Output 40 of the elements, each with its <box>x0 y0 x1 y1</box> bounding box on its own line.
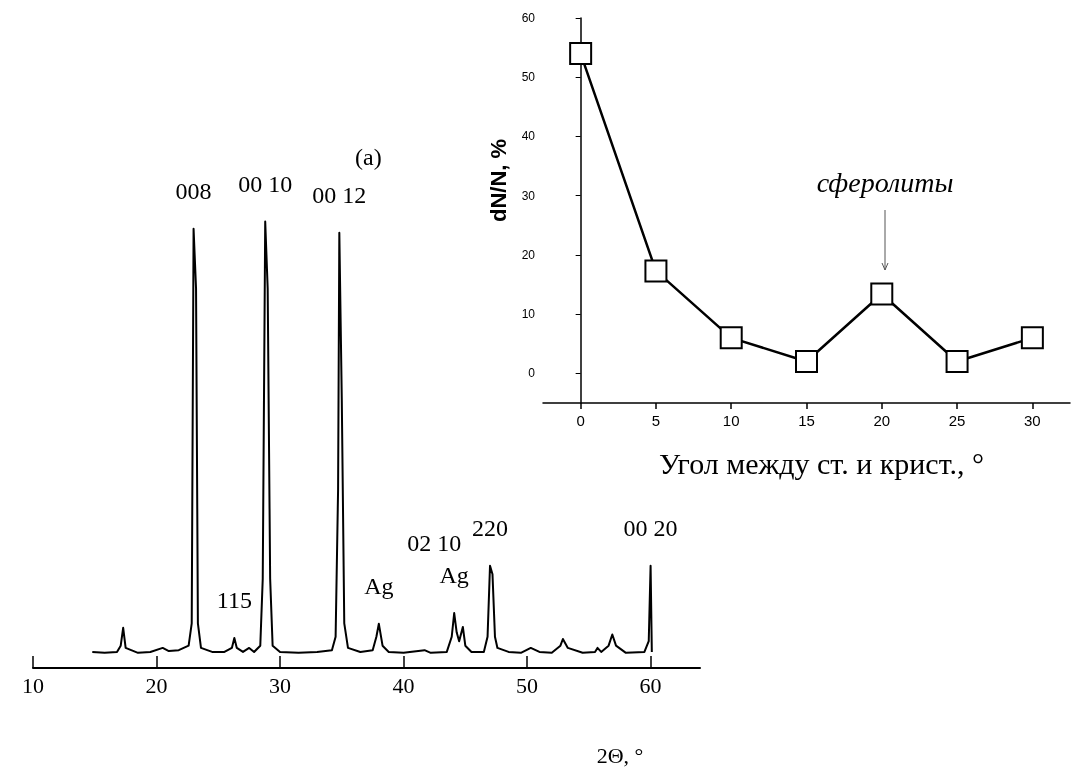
x-tick-label: 20 <box>145 672 168 698</box>
point <box>795 350 818 374</box>
x-tick-label: 30 <box>269 672 292 698</box>
point <box>945 350 969 374</box>
point <box>569 42 593 66</box>
annotation: 00 10 <box>238 170 293 197</box>
y-tick-label: 20 <box>521 247 536 262</box>
y-tick-label: 50 <box>521 70 536 85</box>
y-tick-label: 0 <box>528 366 536 381</box>
x-tick-label: 60 <box>639 672 662 698</box>
y-tick-label: 10 <box>521 307 536 322</box>
annotation: сферолиты <box>816 166 954 198</box>
x-tick-label: 5 <box>651 412 661 429</box>
annotation: Ag <box>439 562 469 589</box>
x-tick-label: 25 <box>948 412 966 429</box>
point <box>870 282 894 306</box>
y-tick-label: 60 <box>521 11 536 25</box>
y-tick-label: 40 <box>521 129 536 144</box>
annotation: Ag <box>364 572 394 599</box>
point <box>719 326 743 350</box>
point <box>644 259 668 283</box>
point <box>1020 326 1044 350</box>
annotation: 220 <box>472 514 509 541</box>
annotation: 115 <box>216 587 252 614</box>
x-tick-label: 20 <box>873 412 891 429</box>
text: (a) <box>355 144 382 170</box>
annotation: 00 12 <box>312 181 367 208</box>
annotation: 00 20 <box>623 514 678 541</box>
annotation: 02 10 <box>407 530 462 557</box>
x-axis-title: 2Θ, ° <box>596 742 644 768</box>
y-axis-title: dN/N, % <box>485 138 511 223</box>
x-axis-title: Угол между ст. и крист., ° <box>658 446 985 480</box>
x-tick-label: 15 <box>798 412 815 429</box>
y-tick-label: 30 <box>521 188 536 203</box>
annotation: 008 <box>175 177 212 204</box>
x-tick-label: 0 <box>576 412 585 429</box>
x-tick-label: 10 <box>722 412 740 429</box>
x-tick-label: 30 <box>1024 412 1041 429</box>
x-tick-label: 10 <box>22 672 44 698</box>
x-tick-label: 40 <box>392 672 415 698</box>
